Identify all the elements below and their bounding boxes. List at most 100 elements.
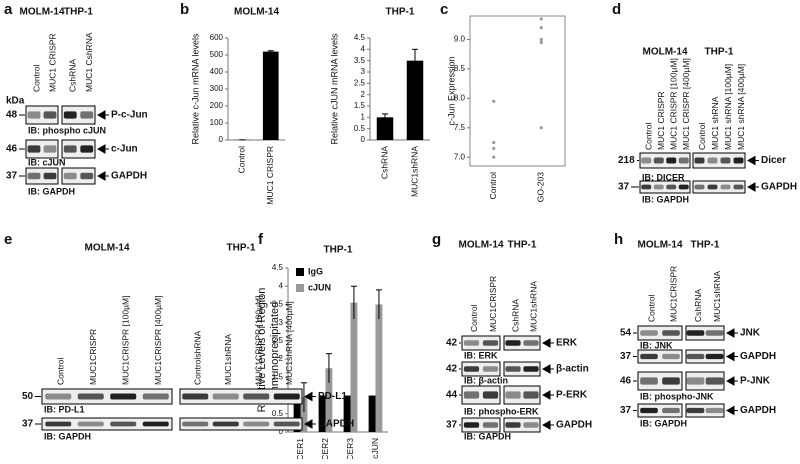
y-tick-label: 500 [210,50,224,59]
band [734,158,744,164]
band [640,377,658,384]
y-tick-label: 200 [210,101,224,110]
band-label: GAPDH [740,351,776,362]
y-axis-label: Relative cJUN mRNA levels [329,33,339,145]
band [662,330,680,336]
lane-label: Control [469,304,479,332]
kda-marker: 42 [446,364,458,375]
y-tick-label: 9.0 [454,35,466,44]
group-label: THP-1 [691,240,720,251]
band-label: GAPDH [761,182,797,193]
legend-label: cJUN [308,282,331,292]
y-tick-label: 4.5 [354,33,366,42]
point [492,100,495,103]
kda-marker: 48 [6,110,18,121]
band-label: c-Jun [111,144,138,155]
band [505,340,520,346]
ib-label: IB: GAPDH [464,431,511,441]
point [540,41,543,44]
point [492,141,495,144]
lane-label: MUC1 CshRNA [84,32,94,92]
kda-marker: 46 [6,144,18,155]
bar [377,117,394,140]
lane-label: Control [56,357,66,385]
band [706,354,724,359]
x-tick-label: CshRNA [379,146,389,179]
y-tick-label: 2.5 [354,78,366,87]
y-tick-label: 0 [219,135,224,144]
x-tick-label: Control [237,146,247,174]
panel-label: f [258,231,264,248]
band-arrow [543,365,554,373]
band [666,185,676,190]
y-tick-label: 600 [210,33,224,42]
band-arrow [727,377,738,385]
band [45,422,71,427]
kda-marker: 37 [618,182,630,193]
ib-label: IB: ERK [464,350,498,360]
band [213,394,239,400]
y-tick-label: 0 [361,135,366,144]
kda-marker: 42 [446,338,458,349]
point [540,26,543,29]
band [721,158,731,164]
ib-label: IB: JNK [640,340,673,350]
lane-label: MUC1 CRISPR [656,91,666,150]
ib-label: IB: cJUN [28,157,66,167]
band [640,330,658,336]
plot-frame [470,16,565,166]
x-tick-label: DICER1 [295,438,305,459]
panel-label: c [440,1,448,18]
lane-label: CshRNA [510,299,520,332]
x-tick-label: cJUN [370,438,380,459]
group-label: MOLM-14 [638,240,683,251]
x-tick-label: MUC1 CRISPR [265,146,275,205]
ib-label: IB: GAPDH [28,186,75,196]
group-label: MOLM-14 [643,47,688,58]
y-tick-label: 1 [361,112,366,121]
ib-label: IB: phospho-ERK [464,406,539,416]
band-label: P-JNK [740,376,771,387]
lane-label: MUC1CRISPR [88,329,98,385]
point [540,38,543,41]
y-tick-label: 300 [210,84,224,93]
lane-label: MUC1 shRNA [400µM] [736,64,746,150]
panel-label: e [4,231,12,248]
band [44,111,57,118]
y-axis-label: Relative c-Jun mRNA levels [190,33,200,145]
band-arrow [98,172,109,180]
panel-label: a [4,1,13,18]
kda-marker: 37 [6,171,18,182]
y-tick-label: 2.5 [272,336,284,345]
band [640,354,658,359]
y-tick-label: 0.5 [354,124,366,133]
band [654,158,664,164]
band [64,173,77,179]
legend-label: IgG [308,266,323,276]
band [523,340,538,346]
x-tick-label: GO-203 [536,172,546,203]
lane-label: Control [31,64,41,92]
point [540,17,543,20]
band [687,408,705,413]
ib-label: IB: GAPDH [642,194,689,204]
x-tick-label: DICER2 [320,438,330,459]
band [695,185,705,190]
band [110,394,136,400]
band [505,366,520,372]
band [80,145,93,152]
band [505,422,520,428]
y-tick-label: 4 [361,44,366,53]
band [523,366,538,372]
band-label: PD-L1 [318,391,347,402]
panel-label: d [612,1,621,18]
band [708,185,718,190]
lane-label: MUC1CRISPR [100µM] [121,296,131,385]
lane-label: MUC1shRNA [223,334,233,385]
band [483,366,498,372]
ib-label: IB: phospho cJUN [28,125,106,135]
kda-marker: 50 [22,391,34,402]
panel-label: h [614,231,623,248]
band [44,145,57,152]
